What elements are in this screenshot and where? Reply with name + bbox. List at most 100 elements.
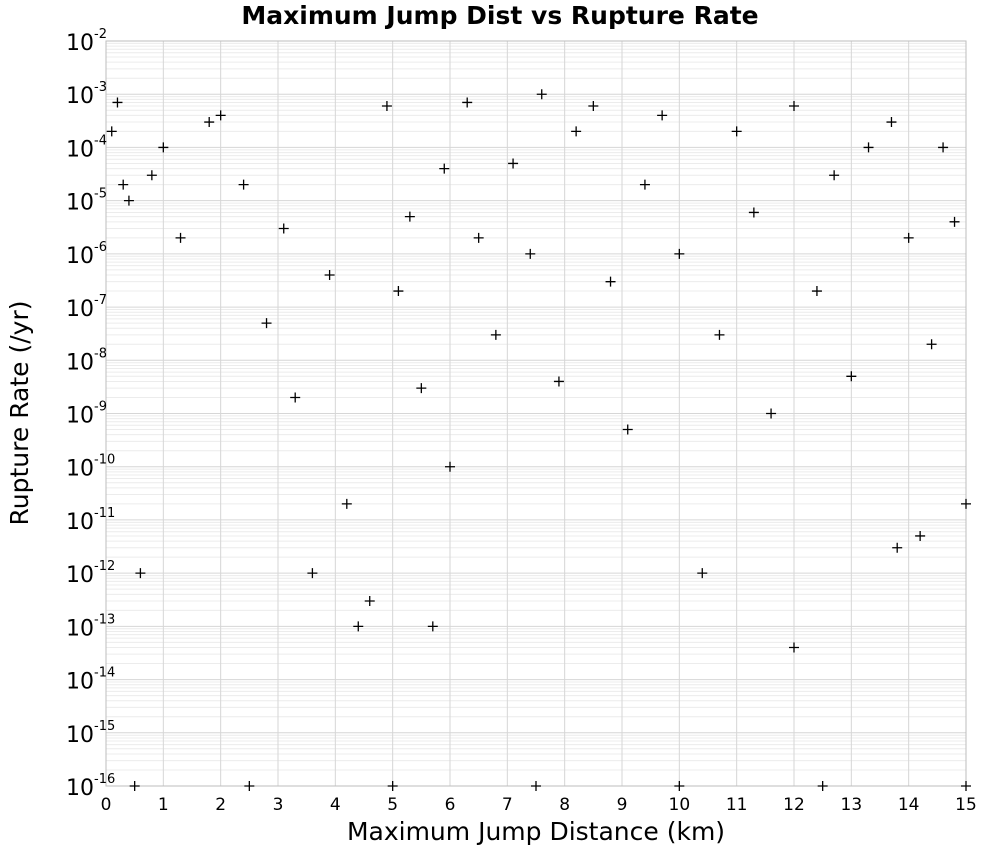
y-tick-label: 10-12 [66,559,115,588]
data-point [324,270,335,281]
x-tick-label: 10 [669,795,691,815]
data-point [416,383,427,394]
data-point [639,179,650,190]
data-point [118,179,129,190]
data-point [674,781,685,791]
data-point [886,117,897,128]
y-tick-label: 10-10 [66,453,115,482]
data-point [290,392,301,403]
data-point [892,542,903,553]
x-tick-label: 5 [387,795,398,815]
y-tick-label: 10-16 [66,772,115,801]
data-point [731,126,742,137]
data-point [846,371,857,382]
data-point [915,530,926,541]
data-point [829,170,840,181]
x-tick-label: 14 [898,795,920,815]
data-point [112,97,123,108]
data-point [926,339,937,350]
data-point [439,163,450,174]
y-tick-label: 10-6 [66,240,107,269]
y-tick-label: 10-11 [66,506,115,535]
y-tick-label: 10-7 [66,293,107,322]
data-point [393,286,404,297]
y-tick-label: 10-15 [66,719,115,748]
x-axis-label: Maximum Jump Distance (km) [347,817,725,846]
data-point [674,248,685,259]
data-point [903,232,914,243]
data-point [508,158,519,169]
y-tick-labels: 10-2 10-3 10-4 10-5 10-6 10-7 10-8 10-9 10-10 10-… [66,27,115,801]
data-point [135,568,146,579]
y-tick-label: 10-9 [66,400,107,429]
x-tick-label: 13 [841,795,863,815]
grid [105,40,967,787]
data-point [175,232,186,243]
y-tick-label: 10-8 [66,346,107,375]
x-tick-label: 3 [273,795,284,815]
x-tick-label: 1 [158,795,169,815]
data-point [381,101,392,112]
data-point [714,329,725,340]
y-tick-label: 10-4 [66,133,107,162]
data-point [536,89,547,100]
data-point [244,781,255,791]
data-point [766,408,777,419]
x-tick-label: 7 [502,795,513,815]
data-point [748,207,759,218]
data-point [490,329,501,340]
data-point [238,179,249,190]
x-tick-labels: 0 1 2 3 4 5 6 7 8 9 10 11 12 13 14 15 [101,795,977,815]
data-point [106,126,117,137]
x-tick-label: 11 [726,795,748,815]
chart-title: Maximum Jump Dist vs Rupture Rate [241,1,758,30]
x-tick-label: 15 [955,795,977,815]
data-point [949,216,960,227]
data-point [531,781,541,791]
data-point [387,781,398,791]
y-tick-label: 10-14 [66,666,115,695]
data-point [353,621,364,632]
y-tick-label: 10-13 [66,612,115,641]
x-tick-label: 6 [445,795,456,815]
data-point [278,223,289,234]
data-point [588,101,599,112]
data-point [863,142,874,153]
y-tick-label: 10-2 [66,27,107,56]
y-axis-label: Rupture Rate (/yr) [5,301,34,526]
data-point [445,461,455,472]
x-tick-label: 12 [783,795,805,815]
data-point [158,142,169,153]
data-point [697,568,708,579]
y-tick-label: 10-3 [66,80,107,109]
data-point [811,286,822,297]
data-point [129,781,140,791]
data-point [961,781,971,791]
data-point [204,117,215,128]
data-point [404,211,415,222]
data-point [473,232,484,243]
data-point [817,781,828,791]
x-tick-label: 8 [559,795,570,815]
data-point [123,195,134,206]
data-point [525,248,536,259]
data-point [938,142,949,153]
data-point [622,424,633,435]
data-point [605,276,616,287]
data-point [571,126,582,137]
data-point [553,376,564,387]
data-point [789,101,799,112]
data-point [462,97,473,108]
data-point [341,498,352,509]
x-tick-label: 0 [101,795,112,815]
x-tick-label: 2 [215,795,226,815]
data-point [657,110,668,121]
data-point [215,110,226,121]
data-point [146,170,157,181]
data-markers [106,89,971,791]
data-point [789,642,799,653]
data-point [427,621,438,632]
data-point [261,318,272,329]
x-tick-label: 4 [330,795,341,815]
